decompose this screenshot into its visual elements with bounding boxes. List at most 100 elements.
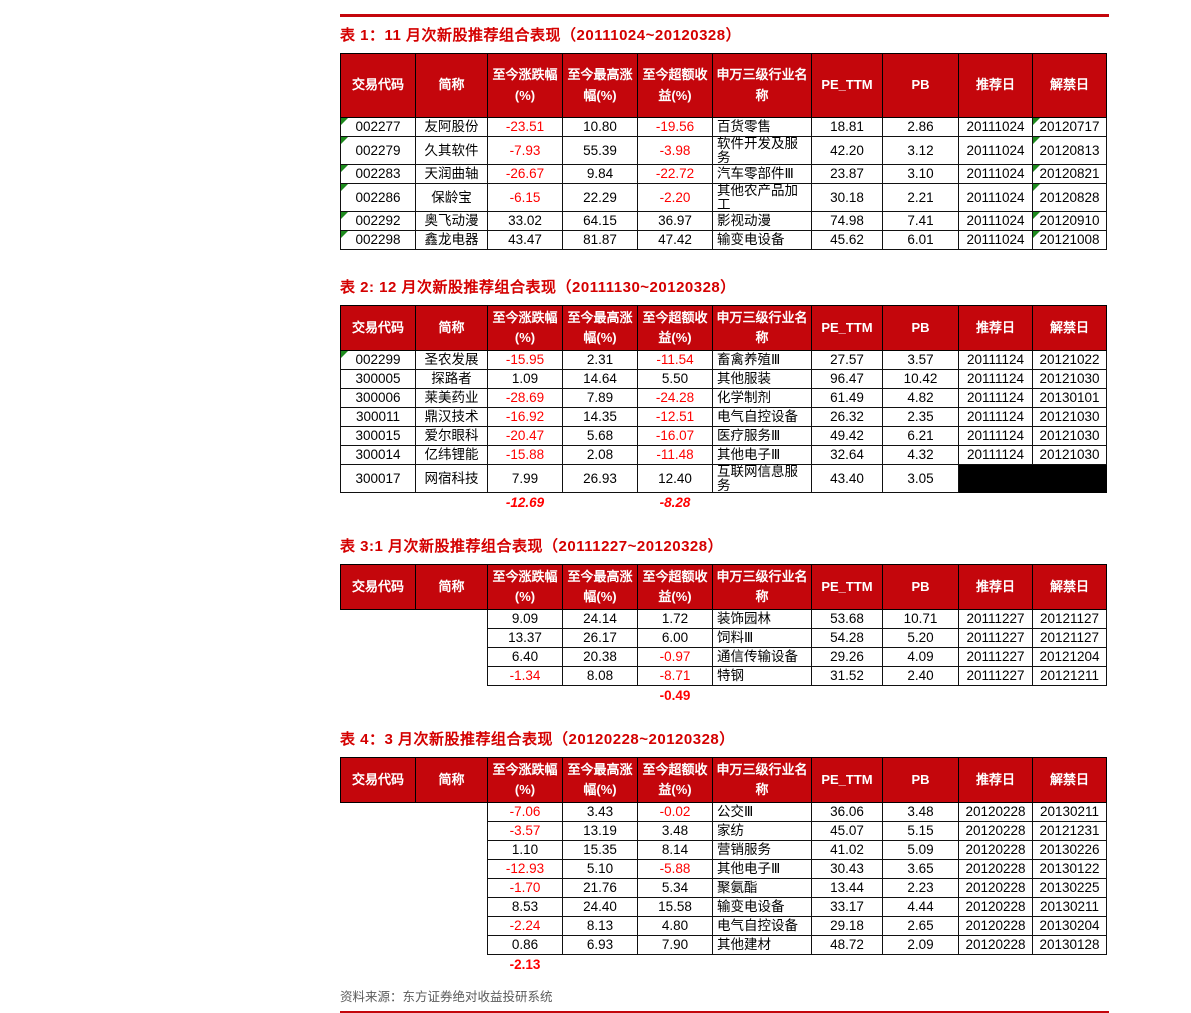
cell-pe-ttm: 53.68 [811, 609, 883, 629]
cell-max-gain-pct: 81.87 [562, 230, 638, 250]
cell-chg-pct: 0.86 [487, 935, 563, 955]
summary-sw-industry [713, 493, 812, 513]
cell-code [341, 936, 416, 955]
cell-code: 300005 [340, 369, 416, 389]
table-3: 交易代码 简称 至今涨跌幅 (%) 至今最高涨 幅(%) 至今超额收 益(%) 申万三级行… [340, 564, 1107, 705]
summary-max-gain-pct [563, 686, 638, 706]
green-corner-marker [1033, 137, 1040, 144]
table-1: 交易代码 简称 至今涨跌幅 (%) 至今最高涨 幅(%) 至今超额收 益(%) 申万三级行… [340, 53, 1107, 250]
cell-pb: 3.10 [882, 164, 959, 184]
cell-recommend-date: 20120228 [958, 840, 1033, 860]
col-header-recommend-date: 推荐日 [958, 53, 1033, 118]
cell-excess-return-pct: -12.51 [637, 407, 713, 427]
cell-unlock-date: 20120813 [1032, 136, 1107, 165]
table-row: 300006 莱美药业 -28.69 7.89 -24.28 化学制剂 61.49 4.82 2… [340, 388, 1107, 408]
cell-unlock-date: 20120717 [1032, 117, 1107, 137]
cell-chg-pct: -28.69 [487, 388, 563, 408]
cell-max-gain-pct: 22.29 [562, 183, 638, 212]
cell-recommend-date: 20111024 [958, 211, 1033, 231]
cell-pe-ttm: 48.72 [811, 935, 883, 955]
cell-pe-ttm: 54.28 [811, 628, 883, 648]
table-row: 8.53 24.40 15.58 输变电设备 33.17 4.44 20120228 2013… [341, 897, 1107, 917]
cell-code: 300011 [340, 407, 416, 427]
summary-recommend-date [959, 493, 1033, 513]
cell-excess-return-pct: 7.90 [637, 935, 713, 955]
summary-chg-pct: -12.69 [505, 494, 545, 510]
table-2: 交易代码 简称 至今涨跌幅 (%) 至今最高涨 幅(%) 至今超额收 益(%) 申万三级行… [340, 305, 1107, 512]
cell-max-gain-pct: 14.35 [562, 407, 638, 427]
cell-excess-return-pct: 6.00 [637, 628, 713, 648]
table-row: 13.37 26.17 6.00 饲料Ⅲ 54.28 5.20 20111227 201211… [341, 628, 1107, 648]
col-header-name: 简称 [415, 757, 488, 803]
cell-pe-ttm: 29.26 [811, 647, 883, 667]
col-header-sw-industry: 申万三级行业名 称 [712, 305, 812, 351]
header-row: 交易代码 简称 至今涨跌幅 (%) 至今最高涨 幅(%) 至今超额收 益(%) 申万三级行… [340, 53, 1107, 118]
col-header-sw-industry: 申万三级行业名 称 [712, 564, 812, 610]
cell-name: 保龄宝 [415, 183, 488, 212]
header-row: 交易代码 简称 至今涨跌幅 (%) 至今最高涨 幅(%) 至今超额收 益(%) 申万三级行… [340, 564, 1107, 610]
cell-unlock-date: 20121030 [1032, 426, 1107, 446]
green-corner-marker [341, 212, 348, 219]
cell-recommend-date: 20111024 [958, 183, 1033, 212]
cell-chg-pct: -1.70 [487, 878, 563, 898]
summary-code [341, 686, 416, 706]
cell-recommend-date: 20120228 [958, 897, 1033, 917]
col-header-unlock-date: 解禁日 [1032, 757, 1107, 803]
cell-pe-ttm: 27.57 [811, 350, 883, 370]
cell-unlock-date: 20130122 [1032, 859, 1107, 879]
cell-recommend-date: 20120228 [958, 878, 1033, 898]
cell-name: 亿纬锂能 [415, 445, 488, 465]
green-corner-marker [341, 165, 348, 172]
cell-chg-pct: -6.15 [487, 183, 563, 212]
cell-max-gain-pct: 20.38 [562, 647, 638, 667]
cell-sw-industry: 聚氨酯 [712, 878, 812, 898]
cell-sw-industry: 畜禽养殖Ⅲ [712, 350, 812, 370]
col-header-name: 简称 [415, 564, 488, 610]
cell-name: 友阿股份 [415, 117, 488, 137]
cell-excess-return-pct: -8.71 [637, 666, 713, 686]
cell-name: 鼎汉技术 [415, 407, 488, 427]
cell-unlock-date: 20121127 [1032, 609, 1107, 629]
cell-code [341, 841, 416, 860]
table-row: 300014 亿纬锂能 -15.88 2.08 -11.48 其他电子Ⅲ 32.64 4.32… [340, 445, 1107, 465]
top-rule [340, 14, 1109, 17]
cell-pb: 3.65 [882, 859, 959, 879]
table-row: 002279 久其软件 -7.93 55.39 -3.98 软件开发及服务 42.20 3.1… [340, 136, 1107, 165]
cell-chg-pct: -7.06 [487, 802, 563, 822]
cell-max-gain-pct: 21.76 [562, 878, 638, 898]
cell-chg-pct: -1.34 [487, 666, 563, 686]
cell-pb: 5.15 [882, 821, 959, 841]
cell-code: 300015 [340, 426, 416, 446]
col-header-code: 交易代码 [340, 564, 416, 610]
cell-pe-ttm: 26.32 [811, 407, 883, 427]
table-row: -3.57 13.19 3.48 家纺 45.07 5.15 20120228 2012123… [341, 821, 1107, 841]
cell-chg-pct: 9.09 [487, 609, 563, 629]
summary-pb [883, 686, 959, 706]
cell-code [341, 803, 416, 822]
cell-recommend-date: 20111124 [958, 350, 1033, 370]
summary-chg-pct: -2.13 [509, 956, 541, 972]
col-header-recommend-date: 推荐日 [958, 757, 1033, 803]
cell-pb: 2.09 [882, 935, 959, 955]
col-header-code: 交易代码 [340, 305, 416, 351]
cell-sw-industry: 输变电设备 [712, 230, 812, 250]
table-row: 002277 友阿股份 -23.51 10.80 -19.56 百货零售 18.81 2.86… [340, 117, 1107, 137]
table-row: 0.86 6.93 7.90 其他建材 48.72 2.09 20120228 2013012… [341, 935, 1107, 955]
cell-recommend-date: 20111124 [958, 407, 1033, 427]
cell-pe-ttm: 96.47 [811, 369, 883, 389]
cell-max-gain-pct: 9.84 [562, 164, 638, 184]
cell-sw-industry: 其他服装 [712, 369, 812, 389]
col-header-code: 交易代码 [340, 53, 416, 118]
green-corner-marker [341, 184, 348, 191]
cell-chg-pct: -16.92 [487, 407, 563, 427]
col-header-max-gain-pct: 至今最高涨 幅(%) [562, 757, 638, 803]
cell-max-gain-pct: 13.19 [562, 821, 638, 841]
col-header-pb: PB [882, 53, 959, 118]
cell-code [341, 648, 416, 667]
summary-max-gain-pct [563, 493, 638, 513]
cell-code [341, 667, 416, 686]
cell-sw-industry: 其他电子Ⅲ [712, 445, 812, 465]
cell-excess-return-pct: 36.97 [637, 211, 713, 231]
table-1-section: 表 1：11 月次新股推荐组合表现（20111024~20120328） 交易代… [340, 24, 1109, 250]
cell-excess-return-pct: 12.40 [637, 464, 713, 493]
